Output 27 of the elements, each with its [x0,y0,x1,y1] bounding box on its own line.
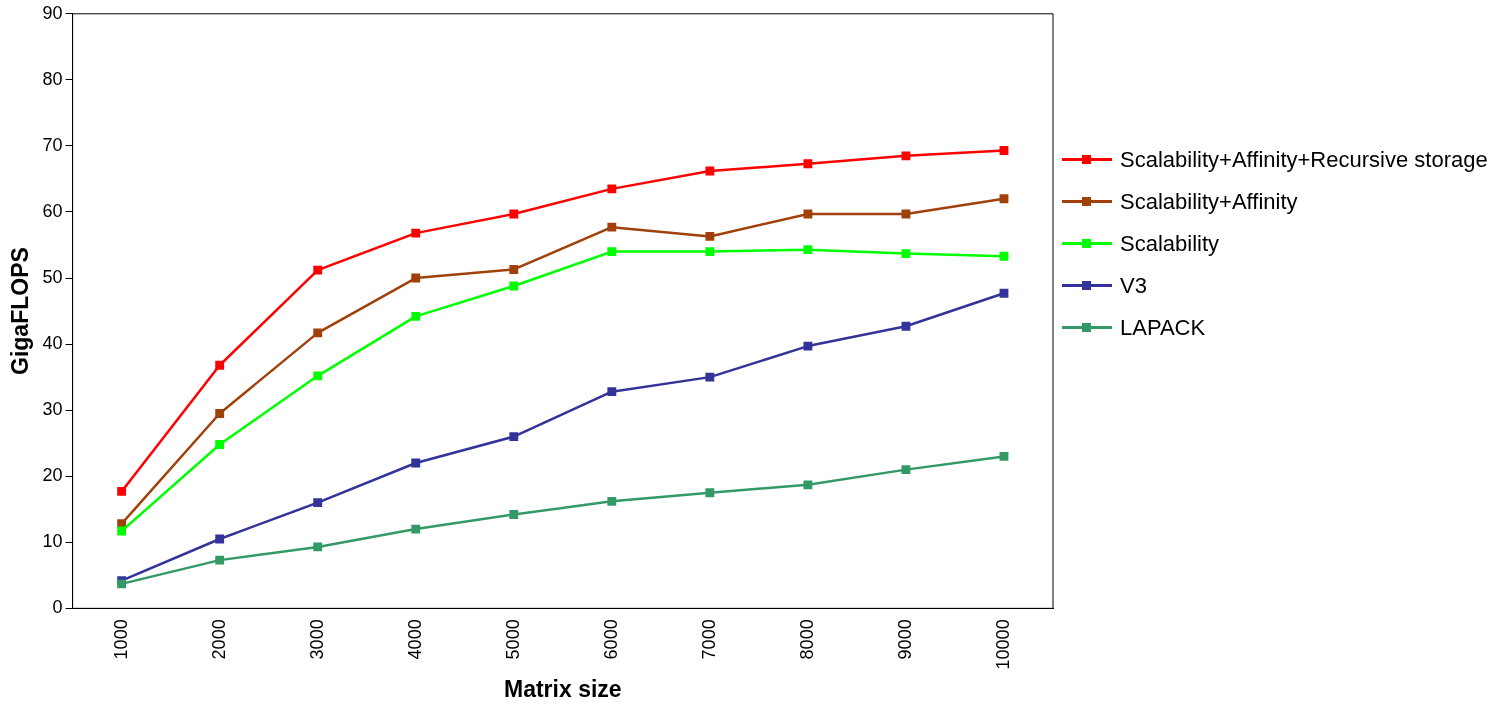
y-tick-label: 20 [42,465,63,486]
y-tick-label: 70 [42,134,63,155]
legend-label: V3 [1120,272,1147,300]
x-tick-label: 6000 [600,619,621,660]
x-tick-label: 10000 [992,619,1013,670]
x-tick-label: 8000 [796,619,817,660]
y-tick-label: 30 [42,399,63,420]
y-tick-label: 90 [42,2,63,23]
x-axis-title: Matrix size [504,675,622,702]
y-tick-label: 0 [52,597,63,618]
y-tick-label: 50 [42,267,63,288]
x-tick-label: 3000 [306,619,327,660]
x-tick-label: 1000 [110,619,131,660]
y-tick-label: 60 [42,200,63,221]
y-axis-title: GigaFLOPS [7,247,34,375]
legend-label: Scalability [1120,230,1220,258]
y-tick-label: 80 [42,68,63,89]
x-tick-label: 7000 [698,619,719,660]
legend-label: Scalability+Affinity [1120,188,1298,216]
legend-label: Scalability+Affinity+Recursive storage [1120,146,1488,174]
x-tick-label: 9000 [894,619,915,660]
y-tick-label: 40 [42,333,63,354]
legend-label: LAPACK [1120,314,1206,342]
x-tick-label: 4000 [404,619,425,660]
x-tick-label: 5000 [502,619,523,660]
x-tick-label: 2000 [208,619,229,660]
y-tick-label: 10 [42,531,63,552]
